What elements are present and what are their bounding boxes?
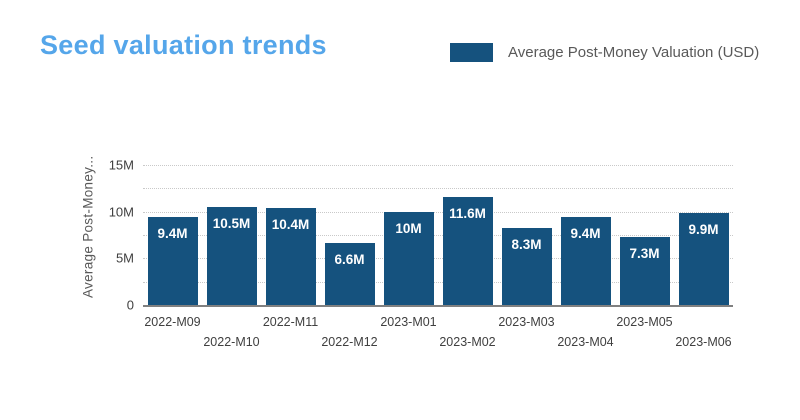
x-tick-label: 2023-M03	[498, 315, 555, 329]
y-tick-label: 15M	[108, 157, 134, 173]
bar-slot: 9.4M	[556, 165, 615, 305]
x-tick-label: 2022-M09	[144, 315, 201, 329]
gridline	[143, 235, 733, 236]
x-slot: 2023-M03	[497, 307, 556, 362]
gridline	[143, 165, 733, 166]
bar-2022-M10: 10.5M	[206, 207, 257, 305]
x-tick-label: 2023-M04	[557, 335, 614, 349]
x-slot: 2022-M09	[143, 307, 202, 362]
y-tick-label: 5M	[115, 250, 134, 266]
x-slot: 2023-M01	[379, 307, 438, 362]
bar-2022-M09: 9.4M	[147, 217, 198, 305]
bar-2023-M05: 7.3M	[619, 236, 670, 305]
bar-slot: 6.6M	[320, 165, 379, 305]
plot-area: 9.4M 10.5M 10.4M 6.6M 10M 11.6M 8.3M 9.4M 7.3M 9.…	[143, 165, 733, 307]
gridline	[143, 188, 733, 190]
x-slot: 2022-M11	[261, 307, 320, 362]
bar-2023-M04: 9.4M	[560, 217, 611, 305]
bar-2023-M06: 9.9M	[678, 212, 729, 305]
page-title: Seed valuation trends	[40, 30, 327, 60]
bar-series: 9.4M 10.5M 10.4M 6.6M 10M 11.6M 8.3M 9.4M 7.3M 9.…	[143, 165, 733, 305]
bar-slot: 7.3M	[615, 165, 674, 305]
x-tick-label: 2023-M01	[380, 315, 437, 329]
bar-slot: 10M	[379, 165, 438, 305]
bar-value-label: 10.4M	[271, 216, 310, 232]
x-slot: 2023-M04	[556, 307, 615, 362]
x-tick-label: 2022-M11	[262, 315, 319, 329]
bar-value-label: 8.3M	[511, 236, 542, 252]
bar-value-label: 10M	[395, 220, 422, 236]
gridline	[143, 258, 733, 260]
bar-2022-M12: 6.6M	[324, 243, 375, 305]
legend-label: Average Post-Money Valuation (USD)	[508, 44, 760, 61]
y-tick-label: 0	[126, 297, 134, 313]
bar-value-label: 10.5M	[212, 216, 251, 231]
x-slot: 2023-M02	[438, 307, 497, 362]
x-slot: 2022-M12	[320, 307, 379, 362]
bar-value-label: 6.6M	[334, 252, 365, 268]
legend: Average Post-Money Valuation (USD)	[450, 43, 759, 62]
bar-value-label: 9.9M	[688, 221, 719, 237]
x-tick-label: 2022-M10	[203, 335, 260, 349]
bar-slot: 10.5M	[202, 165, 261, 305]
bar-slot: 10.4M	[261, 165, 320, 305]
x-tick-label: 2023-M06	[675, 335, 732, 349]
x-slot: 2022-M10	[202, 307, 261, 362]
x-slot: 2023-M05	[615, 307, 674, 362]
bar-value-label: 11.6M	[449, 205, 486, 221]
y-tick-label: 10M	[108, 204, 134, 220]
bar-value-label: 9.4M	[570, 226, 601, 242]
bar-slot: 9.4M	[143, 165, 202, 305]
bar-slot: 9.9M	[674, 165, 733, 305]
x-tick-label: 2023-M02	[439, 335, 496, 349]
bar-2023-M02: 11.6M	[442, 196, 493, 305]
legend-swatch-icon	[450, 43, 493, 62]
bar-value-label: 7.3M	[629, 245, 660, 261]
gridline	[143, 281, 733, 283]
y-axis-ticks: 0 5M 10M 15M	[92, 158, 134, 313]
x-tick-label: 2022-M12	[321, 335, 378, 349]
x-axis-labels: 2022-M09 2022-M10 2022-M11 2022-M12 2023-M01…	[143, 307, 733, 362]
bar-value-label: 9.4M	[157, 226, 188, 242]
bar-2023-M03: 8.3M	[501, 227, 552, 305]
bar-slot: 11.6M	[438, 165, 497, 305]
bar-2023-M01: 10M	[383, 211, 434, 305]
gridline	[143, 211, 733, 213]
x-tick-label: 2023-M05	[616, 315, 673, 329]
bar-2022-M11: 10.4M	[265, 207, 316, 305]
x-slot: 2023-M06	[674, 307, 733, 362]
bar-slot: 8.3M	[497, 165, 556, 305]
